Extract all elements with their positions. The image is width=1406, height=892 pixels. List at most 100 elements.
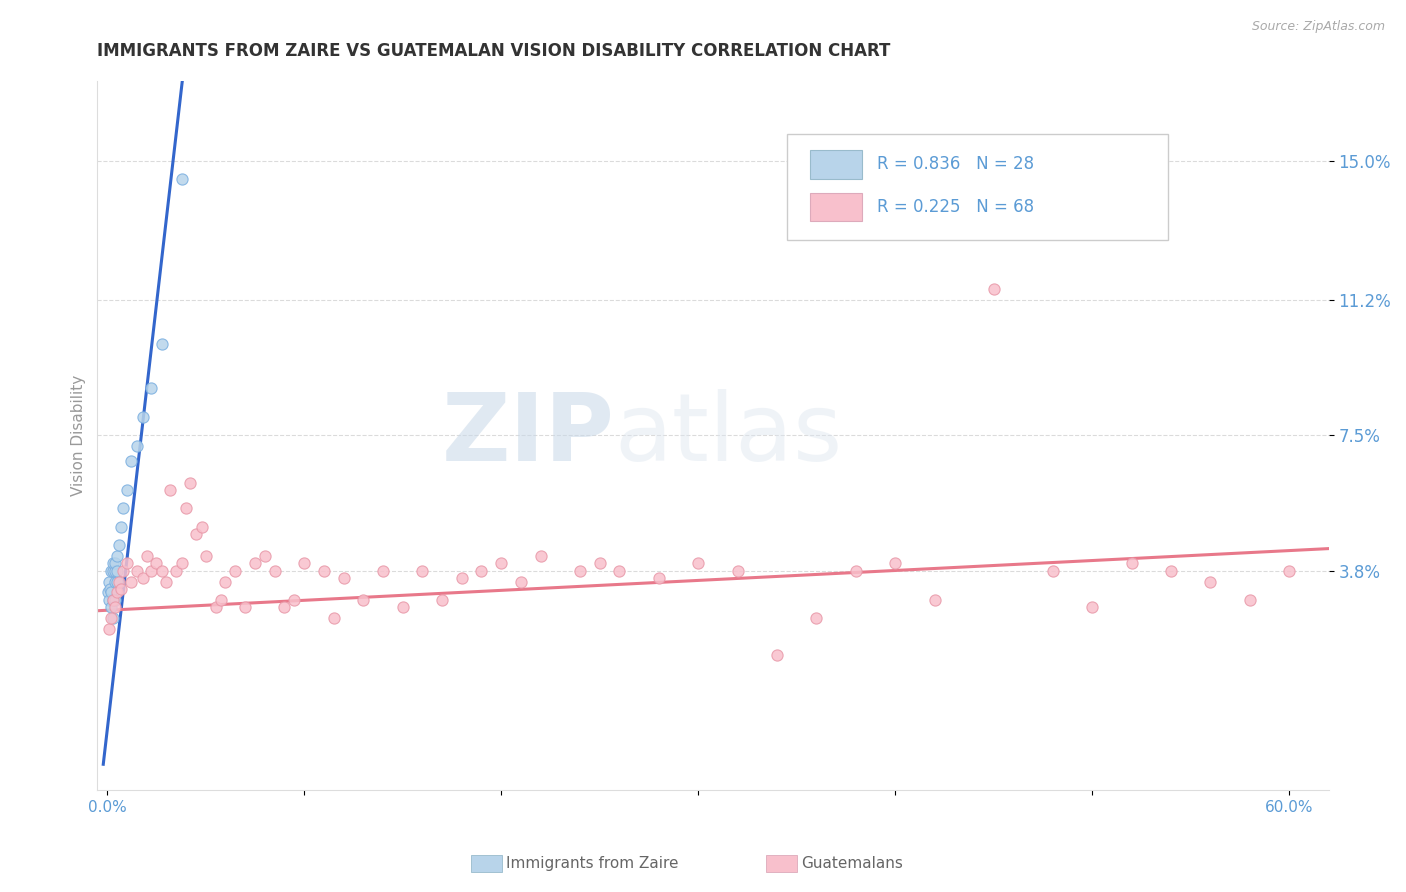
- Point: [806, 611, 828, 625]
- Point: [98, 622, 121, 636]
- Point: [430, 592, 453, 607]
- FancyBboxPatch shape: [787, 134, 1168, 240]
- Point: [101, 556, 124, 570]
- Point: [332, 571, 354, 585]
- Point: [135, 549, 157, 563]
- Point: [98, 582, 121, 596]
- Point: [1160, 564, 1182, 578]
- Point: [489, 556, 512, 570]
- Point: [983, 282, 1005, 296]
- Point: [131, 410, 153, 425]
- Point: [194, 549, 217, 563]
- Point: [115, 556, 138, 570]
- Point: [312, 564, 335, 578]
- Point: [125, 564, 148, 578]
- Point: [139, 381, 162, 395]
- Point: [688, 556, 710, 570]
- Text: IMMIGRANTS FROM ZAIRE VS GUATEMALAN VISION DISABILITY CORRELATION CHART: IMMIGRANTS FROM ZAIRE VS GUATEMALAN VISI…: [97, 42, 891, 60]
- Point: [190, 519, 212, 533]
- Point: [105, 574, 128, 589]
- Point: [115, 483, 138, 497]
- Point: [101, 592, 124, 607]
- Point: [100, 564, 122, 578]
- FancyBboxPatch shape: [810, 150, 862, 178]
- Point: [568, 564, 591, 578]
- Text: Guatemalans: Guatemalans: [801, 856, 903, 871]
- Point: [727, 564, 749, 578]
- Point: [371, 564, 394, 578]
- Point: [233, 600, 256, 615]
- Point: [470, 564, 492, 578]
- Point: [111, 564, 134, 578]
- Point: [98, 574, 121, 589]
- Point: [150, 337, 173, 351]
- Text: ZIP: ZIP: [441, 389, 614, 482]
- Point: [1121, 556, 1143, 570]
- Point: [120, 574, 142, 589]
- Point: [648, 571, 671, 585]
- Point: [174, 501, 197, 516]
- Point: [322, 611, 344, 625]
- Point: [108, 574, 131, 589]
- Text: Source: ZipAtlas.com: Source: ZipAtlas.com: [1251, 20, 1385, 33]
- Point: [529, 549, 551, 563]
- Point: [145, 556, 167, 570]
- Point: [884, 556, 907, 570]
- Point: [100, 611, 122, 625]
- Point: [589, 556, 612, 570]
- Point: [170, 172, 193, 186]
- Point: [211, 592, 233, 607]
- Point: [411, 564, 433, 578]
- Point: [110, 582, 132, 596]
- Point: [214, 574, 236, 589]
- Point: [263, 564, 285, 578]
- Point: [391, 600, 413, 615]
- Point: [100, 600, 122, 615]
- Point: [155, 574, 177, 589]
- Point: [170, 556, 193, 570]
- Y-axis label: Vision Disability: Vision Disability: [72, 375, 86, 496]
- Point: [766, 648, 789, 662]
- Point: [845, 564, 868, 578]
- Point: [120, 454, 142, 468]
- Point: [292, 556, 315, 570]
- Point: [100, 585, 122, 599]
- Point: [104, 564, 127, 578]
- Text: atlas: atlas: [614, 389, 842, 482]
- Point: [104, 600, 127, 615]
- Point: [273, 600, 295, 615]
- Point: [243, 556, 266, 570]
- Point: [1278, 564, 1301, 578]
- Point: [105, 549, 128, 563]
- Text: Immigrants from Zaire: Immigrants from Zaire: [506, 856, 679, 871]
- Point: [101, 611, 124, 625]
- FancyBboxPatch shape: [810, 193, 862, 221]
- Point: [104, 592, 127, 607]
- Point: [165, 564, 187, 578]
- Text: R = 0.225   N = 68: R = 0.225 N = 68: [877, 198, 1033, 216]
- Point: [150, 564, 173, 578]
- Point: [509, 574, 531, 589]
- Point: [224, 564, 246, 578]
- Point: [924, 592, 946, 607]
- Point: [159, 483, 181, 497]
- Point: [98, 592, 121, 607]
- Point: [1042, 564, 1064, 578]
- Point: [105, 585, 128, 599]
- Point: [450, 571, 472, 585]
- Point: [105, 564, 128, 578]
- Point: [111, 501, 134, 516]
- Point: [101, 592, 124, 607]
- Point: [139, 564, 162, 578]
- Point: [352, 592, 374, 607]
- Point: [108, 538, 131, 552]
- Point: [1081, 600, 1104, 615]
- Point: [104, 556, 127, 570]
- Point: [204, 600, 226, 615]
- Point: [1199, 574, 1222, 589]
- Point: [125, 439, 148, 453]
- Point: [97, 585, 120, 599]
- Point: [184, 527, 207, 541]
- Point: [253, 549, 276, 563]
- Point: [1239, 592, 1261, 607]
